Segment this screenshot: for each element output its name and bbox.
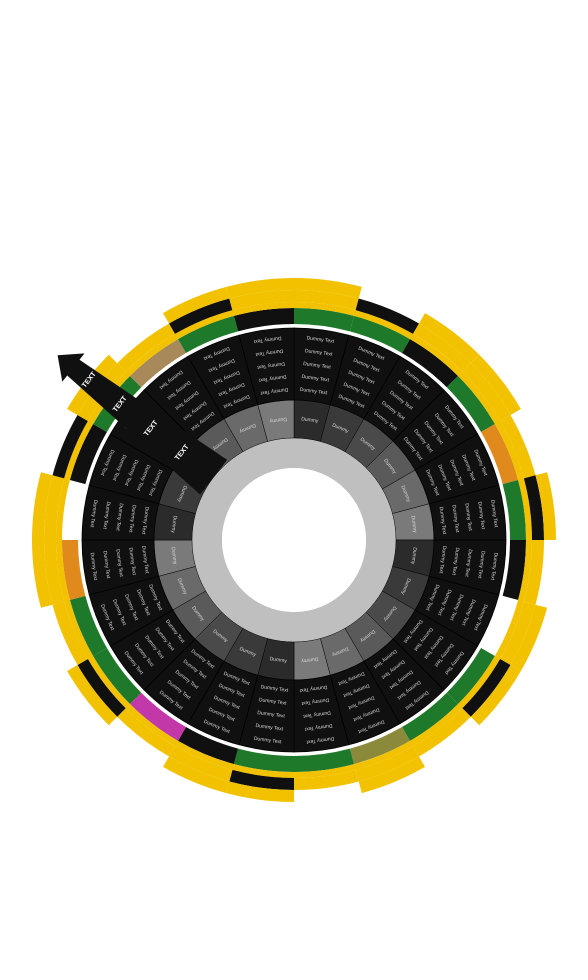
center-hole: [222, 468, 366, 612]
sunburst-diagram: Dummy TextDummy TextDummy TextDummy Text…: [0, 0, 588, 980]
